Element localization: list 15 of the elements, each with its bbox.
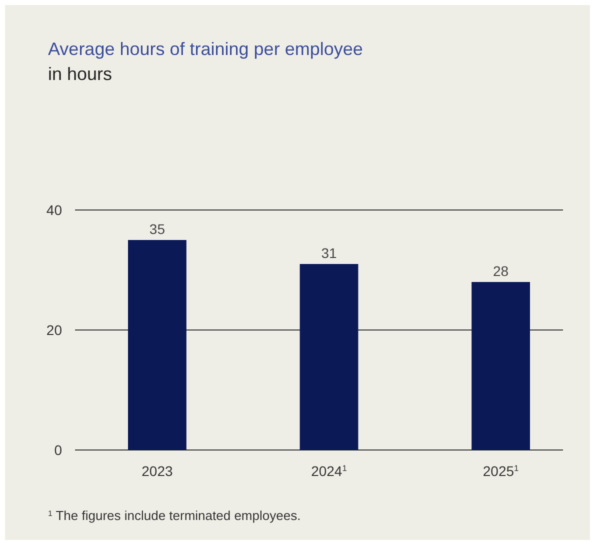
y-tick-label: 40 bbox=[46, 202, 62, 218]
text: $^{1}$ The figures include terminated employees. bbox=[48, 508, 301, 523]
x-tick-label: 2025$^{1}$ bbox=[482, 463, 520, 479]
data-label: 28 bbox=[493, 263, 509, 279]
data-label: 31 bbox=[321, 245, 337, 261]
bar bbox=[300, 264, 358, 450]
y-tick-label: 0 bbox=[54, 442, 62, 458]
x-tick-label: 2024$^{1}$ bbox=[311, 463, 348, 479]
bar bbox=[128, 240, 186, 450]
y-tick-label: 20 bbox=[46, 322, 62, 338]
chart-subtitle: in hours bbox=[48, 64, 112, 84]
bar bbox=[472, 282, 530, 450]
chart-title: Average hours of training per employee bbox=[48, 39, 363, 59]
x-tick-label: 2023 bbox=[142, 463, 173, 479]
data-label: 35 bbox=[149, 221, 166, 237]
